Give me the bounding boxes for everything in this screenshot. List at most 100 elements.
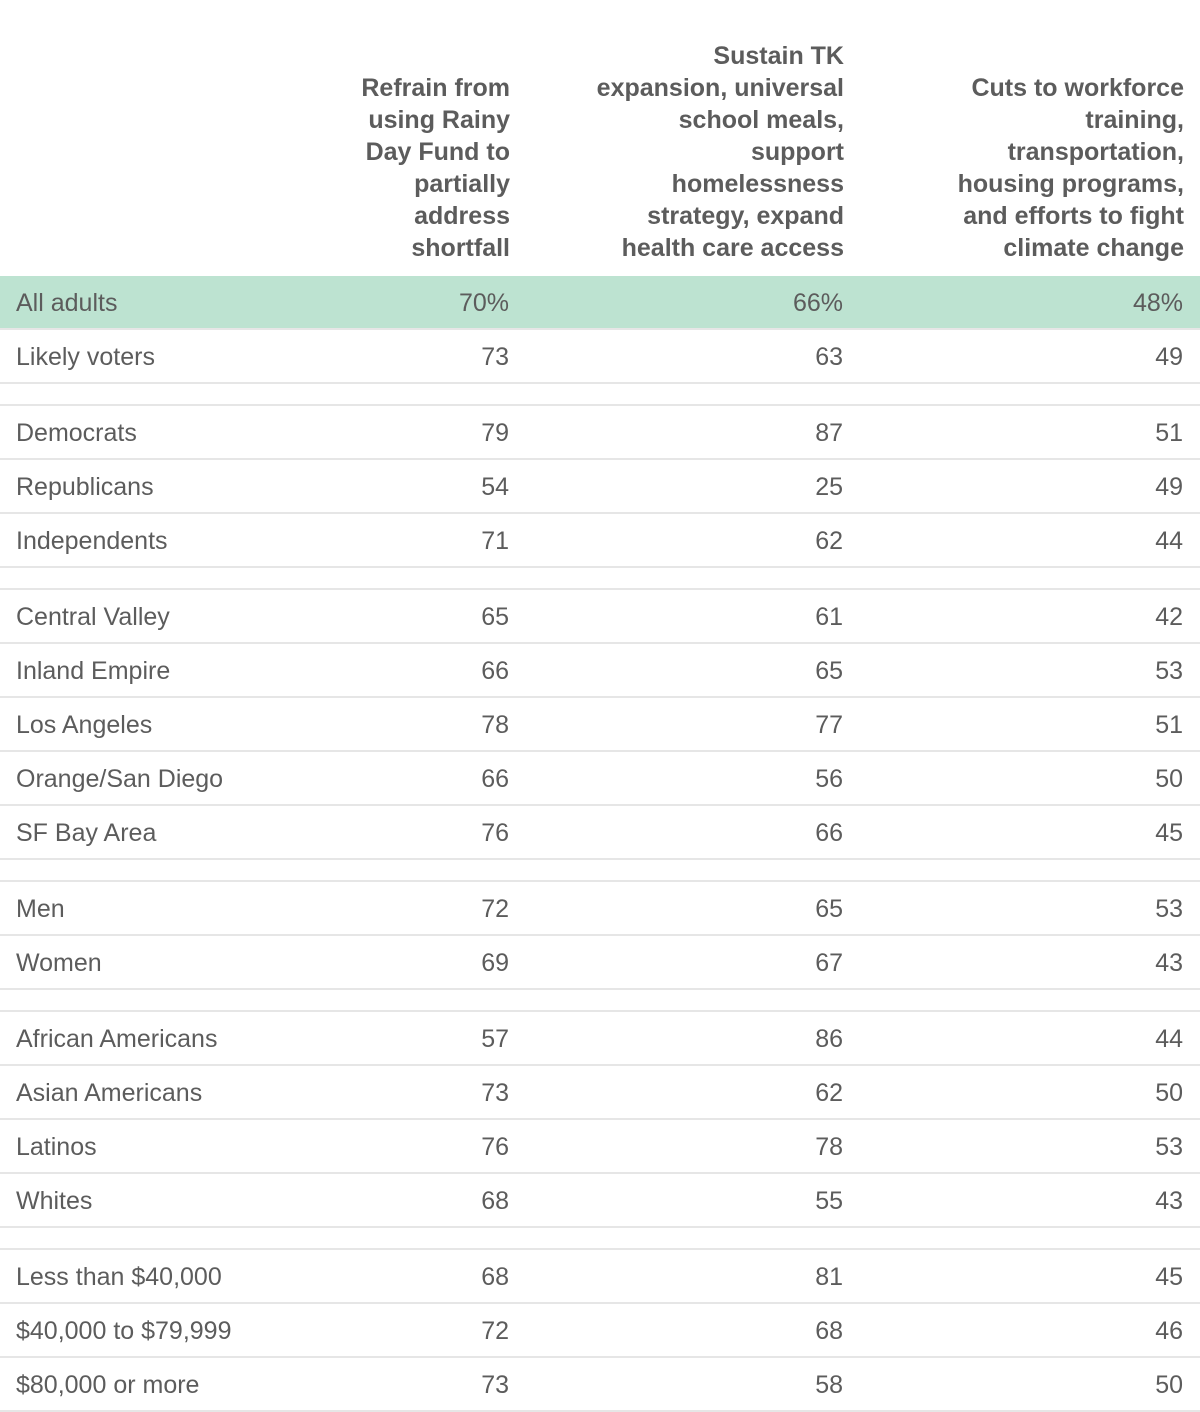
cell-value: 68	[481, 1187, 509, 1215]
table-row: Women 69 67 43	[0, 936, 1200, 990]
cell-value: 65	[815, 657, 843, 685]
cell-value: 69	[481, 949, 509, 977]
cell-value: 61	[815, 603, 843, 631]
cell-value: 54	[481, 473, 509, 501]
row-divider	[0, 1118, 1200, 1120]
row-label: Orange/San Diego	[16, 765, 224, 793]
table-row: Orange/San Diego 66 56 50	[0, 752, 1200, 806]
table-row: Less than $40,000 68 81 45	[0, 1250, 1200, 1304]
column-header-line: Sustain TK	[713, 42, 844, 70]
cell-value: 43	[1155, 949, 1183, 977]
row-divider	[0, 1064, 1200, 1066]
cell-value: 79	[481, 419, 509, 447]
cell-value: 81	[815, 1263, 843, 1291]
cell-value: 44	[1155, 1025, 1183, 1053]
row-divider	[0, 804, 1200, 806]
cell-value: 51	[1155, 419, 1183, 447]
cell-value: 66	[815, 819, 843, 847]
cell-value: 70%	[458, 289, 509, 317]
cell-value: 51	[1155, 711, 1183, 739]
row-divider	[0, 566, 1200, 568]
cell-value: 72	[481, 1317, 509, 1345]
column-header-line: support	[750, 138, 844, 166]
cell-value: 73	[481, 343, 509, 371]
cell-value: 44	[1155, 527, 1183, 555]
cell-value: 42	[1155, 603, 1183, 631]
cell-value: 48%	[1132, 289, 1183, 317]
row-divider	[0, 858, 1200, 860]
cell-value: 72	[481, 895, 509, 923]
cell-value: 87	[815, 419, 843, 447]
row-label: Less than $40,000	[16, 1263, 222, 1291]
row-divider	[0, 328, 1200, 330]
cell-value: 73	[481, 1079, 509, 1107]
row-divider	[0, 880, 1200, 882]
column-header-line: strategy, expand	[647, 202, 844, 230]
cell-value: 68	[815, 1317, 843, 1345]
table-row: Democrats 79 87 51	[0, 406, 1200, 460]
column-header-line: expansion, universal	[596, 74, 844, 102]
column-header-line: Cuts to workforce	[971, 74, 1184, 102]
row-label: Latinos	[16, 1133, 97, 1161]
row-label: Women	[16, 949, 102, 977]
column-header-line: partially	[414, 170, 510, 198]
row-divider	[0, 1010, 1200, 1012]
cell-value: 53	[1155, 895, 1183, 923]
cell-value: 62	[815, 1079, 843, 1107]
cell-value: 25	[815, 473, 843, 501]
row-label: Los Angeles	[16, 711, 153, 739]
cell-value: 45	[1155, 819, 1183, 847]
row-divider	[0, 934, 1200, 936]
cell-value: 76	[481, 819, 509, 847]
column-header-line: health care access	[621, 234, 844, 262]
row-divider	[0, 750, 1200, 752]
cell-value: 62	[815, 527, 843, 555]
table-row-highlighted: All adults 70% 66% 48%	[0, 276, 1200, 330]
table-row: Men 72 65 53	[0, 882, 1200, 936]
cell-value: 71	[481, 527, 509, 555]
cell-value: 49	[1155, 473, 1183, 501]
cell-value: 43	[1155, 1187, 1183, 1215]
cell-value: 68	[481, 1263, 509, 1291]
row-divider	[0, 512, 1200, 514]
cell-value: 53	[1155, 1133, 1183, 1161]
cell-value: 77	[815, 711, 843, 739]
table-row: Latinos 76 78 53	[0, 1120, 1200, 1174]
cell-value: 73	[481, 1371, 509, 1399]
cell-value: 50	[1155, 1079, 1183, 1107]
cell-value: 78	[815, 1133, 843, 1161]
cell-value: 58	[815, 1371, 843, 1399]
cell-value: 53	[1155, 657, 1183, 685]
row-label: African Americans	[16, 1025, 218, 1053]
table-row: SF Bay Area 76 66 45	[0, 806, 1200, 860]
column-header-line: and efforts to fight	[963, 202, 1184, 230]
row-divider	[0, 458, 1200, 460]
cell-value: 50	[1155, 1371, 1183, 1399]
column-header-line: housing programs,	[957, 170, 1184, 198]
column-header-line: address	[414, 202, 510, 230]
row-label: Inland Empire	[16, 657, 171, 685]
row-divider	[0, 1248, 1200, 1250]
row-label: Likely voters	[16, 343, 155, 371]
cell-value: 67	[815, 949, 843, 977]
cell-value: 66	[481, 765, 509, 793]
row-divider	[0, 1226, 1200, 1228]
row-divider	[0, 1172, 1200, 1174]
cell-value: 65	[481, 603, 509, 631]
column-header-rainy-day-fund: Refrain from using Rainy Day Fund to partia…	[330, 32, 510, 264]
cell-value: 86	[815, 1025, 843, 1053]
table-row: Whites 68 55 43	[0, 1174, 1200, 1228]
row-label: $80,000 or more	[16, 1371, 200, 1399]
table-row: Independents 71 62 44	[0, 514, 1200, 568]
cell-value: 63	[815, 343, 843, 371]
row-label: $40,000 to $79,999	[16, 1317, 232, 1345]
column-header-line: climate change	[1003, 234, 1184, 262]
table-row: Likely voters 73 63 49	[0, 330, 1200, 384]
table-row: Inland Empire 66 65 53	[0, 644, 1200, 698]
cell-value: 46	[1155, 1317, 1183, 1345]
table-row: $40,000 to $79,999 72 68 46	[0, 1304, 1200, 1358]
column-header-line: Day Fund to	[365, 138, 510, 166]
column-header-line: Refrain from	[361, 74, 510, 102]
row-divider	[0, 1356, 1200, 1358]
